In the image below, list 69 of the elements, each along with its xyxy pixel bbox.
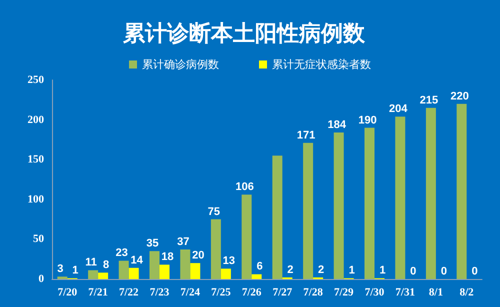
- data-label: 18: [161, 251, 174, 264]
- data-label: 35: [146, 238, 159, 250]
- bar: [334, 132, 344, 279]
- x-tick-label: 7/25: [211, 286, 232, 298]
- data-label: 75: [208, 206, 220, 218]
- data-label: 23: [116, 247, 128, 260]
- x-tick-label: 7/22: [119, 286, 140, 298]
- data-label: 184: [328, 119, 347, 132]
- data-label: 0: [472, 266, 478, 278]
- y-tick-label: 0: [38, 273, 44, 285]
- x-tick-label: 7/20: [58, 286, 78, 298]
- data-label: 171: [296, 129, 316, 142]
- data-label: 0: [440, 266, 447, 278]
- data-label: 204: [389, 103, 408, 116]
- data-label: 2: [287, 264, 294, 276]
- bar: [128, 268, 139, 279]
- bar: [160, 264, 170, 279]
- bar: [426, 108, 436, 279]
- bar: [210, 219, 221, 279]
- bar: [272, 156, 282, 279]
- bar: [88, 270, 98, 279]
- bar: [150, 251, 160, 279]
- bar: [98, 272, 108, 279]
- x-tick-label: 7/23: [150, 286, 170, 298]
- bar: [364, 128, 374, 279]
- data-label: 13: [222, 255, 236, 268]
- data-label: 2: [318, 264, 324, 276]
- data-label: 8: [103, 259, 110, 272]
- x-tick-label: 7/26: [242, 286, 262, 298]
- y-tick-label: 100: [28, 193, 44, 206]
- data-label: 220: [450, 90, 469, 102]
- data-label: 1: [72, 264, 78, 277]
- x-tick-label: 7/24: [180, 286, 200, 298]
- x-tick-label: 7/27: [272, 286, 293, 298]
- legend-label: 累计无症状感染者数: [272, 58, 371, 71]
- data-label: 37: [177, 236, 190, 248]
- data-label: 1: [348, 264, 355, 277]
- data-label: 11: [85, 256, 97, 269]
- data-label: 0: [410, 266, 416, 278]
- x-tick-label: 8/2: [460, 286, 474, 298]
- data-label: 1: [379, 264, 386, 277]
- data-label: 20: [192, 250, 204, 262]
- y-tick-label: 150: [28, 154, 44, 166]
- data-label: 14: [130, 254, 144, 266]
- bar: [303, 142, 314, 279]
- bar: [220, 268, 231, 279]
- x-tick-label: 7/30: [364, 286, 385, 298]
- x-tick-label: 7/28: [303, 286, 324, 298]
- bar: [118, 260, 129, 279]
- data-label: 215: [420, 94, 438, 106]
- data-label: 190: [358, 114, 377, 126]
- bar: [190, 263, 200, 279]
- x-tick-label: 7/21: [88, 286, 108, 298]
- data-label: 6: [256, 260, 263, 273]
- x-tick-label: 7/29: [334, 286, 354, 298]
- bar: [395, 116, 406, 279]
- bar: [252, 274, 262, 279]
- legend-label: 累计确诊病例数: [142, 58, 219, 71]
- bar: [242, 194, 252, 279]
- bar: [456, 104, 467, 279]
- x-tick-label: 7/31: [395, 286, 415, 298]
- y-tick-label: 50: [33, 233, 44, 246]
- data-label: 106: [235, 181, 254, 194]
- bar: [180, 250, 190, 279]
- data-label: 3: [57, 263, 64, 276]
- x-tick-label: 8/1: [428, 286, 443, 298]
- y-tick-label: 200: [28, 114, 44, 126]
- chart-title: 累计诊断本土阳性病例数: [122, 22, 366, 46]
- y-tick-label: 250: [28, 74, 44, 86]
